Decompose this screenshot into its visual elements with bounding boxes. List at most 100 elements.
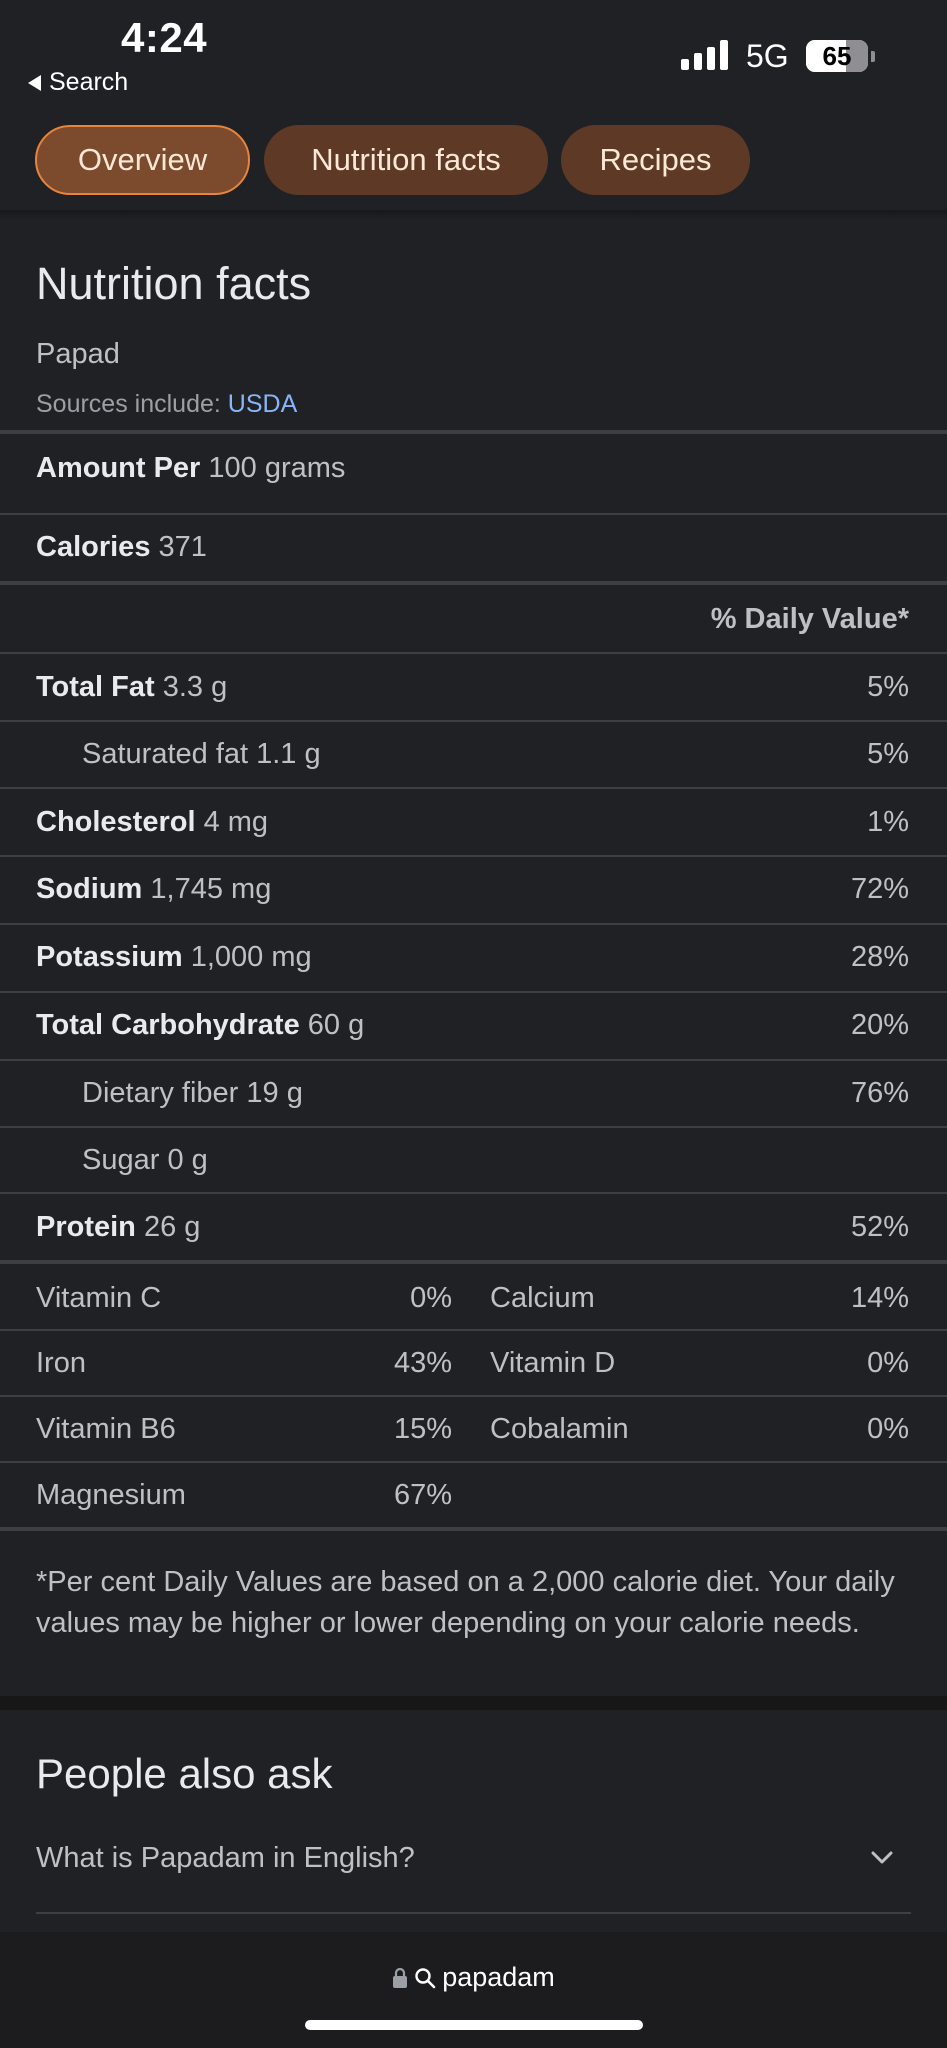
divider — [0, 581, 947, 585]
vitamin-value: 0% — [410, 1282, 452, 1314]
divider — [0, 1461, 947, 1463]
nutrient-label: Saturated fat — [82, 738, 249, 770]
divider — [0, 513, 947, 515]
nutrient-label: Potassium — [36, 941, 183, 973]
nutrient-amount: 1,745 mg — [150, 873, 272, 905]
nutrient-label: Total Fat — [36, 671, 155, 703]
signal-strength-icon — [681, 40, 728, 70]
nutrient-row-sugar: Sugar 0 g — [82, 1144, 208, 1177]
back-to-search-button[interactable]: Search — [28, 68, 128, 97]
nutrient-amount: 4 mg — [203, 806, 269, 838]
battery-level: 65 — [822, 41, 852, 71]
chevron-down-icon[interactable] — [870, 1846, 894, 1870]
vitamin-name: Vitamin D — [490, 1347, 616, 1379]
amount-label: Amount Per — [36, 452, 201, 484]
section-separator — [0, 1696, 947, 1710]
vitamin-value: 15% — [393, 1413, 452, 1445]
vitamin-value: 43% — [393, 1347, 452, 1379]
header-shadow — [0, 210, 947, 220]
nutrient-row-protein: Protein 26 g — [36, 1211, 200, 1244]
nutrition-title: Nutrition facts — [36, 258, 312, 309]
calories-value: 371 — [158, 531, 207, 563]
vitamin-value: 0% — [867, 1413, 909, 1445]
nutrient-row-saturated-fat: Saturated fat 1.1 g — [82, 738, 321, 771]
home-indicator[interactable] — [305, 2020, 643, 2030]
battery-nub — [871, 51, 875, 62]
nutrient-row-potassium: Potassium 1,000 mg — [36, 941, 312, 974]
sources-prefix: Sources include: — [36, 390, 221, 418]
daily-value: 28% — [850, 941, 909, 973]
filter-chips: Overview Nutrition facts Recipes — [0, 105, 947, 210]
divider — [0, 855, 947, 857]
back-arrow-icon — [28, 74, 41, 91]
daily-value: 76% — [850, 1077, 909, 1109]
browser-address-bar: papadam — [0, 1932, 947, 2048]
divider — [0, 1329, 947, 1331]
vitamin-name: Iron — [36, 1347, 86, 1379]
divider — [0, 720, 947, 722]
people-also-ask-title: People also ask — [36, 1750, 333, 1797]
divider — [0, 923, 947, 925]
lock-icon — [393, 1967, 408, 1988]
nutrient-amount: 3.3 g — [162, 671, 228, 703]
divider — [0, 1527, 947, 1531]
nutrient-amount: 1,000 mg — [190, 941, 312, 973]
status-bar: 4:24 Search 5G 65 — [0, 0, 947, 105]
vitamin-value: 67% — [393, 1479, 452, 1511]
vitamin-name: Calcium — [490, 1282, 595, 1314]
divider — [0, 1395, 947, 1397]
daily-value: 5% — [867, 738, 909, 770]
nutrient-label: Protein — [36, 1211, 136, 1243]
vitamin-name: Vitamin B6 — [36, 1413, 176, 1445]
calories-label: Calories — [36, 531, 151, 563]
vitamin-name: Cobalamin — [490, 1413, 629, 1445]
divider — [0, 1059, 947, 1061]
vitamin-value: 0% — [867, 1347, 909, 1379]
paa-question[interactable]: What is Papadam in English? — [36, 1842, 415, 1874]
nutrient-label: Total Carbohydrate — [36, 1009, 300, 1041]
daily-value: 52% — [850, 1211, 909, 1243]
divider — [0, 652, 947, 654]
divider — [0, 991, 947, 993]
calories-row: Calories 371 — [36, 531, 207, 564]
vitamin-value: 14% — [850, 1282, 909, 1314]
divider — [36, 1912, 911, 1914]
daily-value-header: % Daily Value* — [710, 603, 909, 635]
nutrient-label: Sodium — [36, 873, 143, 905]
back-label: Search — [49, 68, 129, 96]
address-field[interactable]: papadam — [0, 1962, 947, 1993]
divider — [0, 1192, 947, 1194]
divider — [0, 1260, 947, 1264]
daily-value: 5% — [867, 671, 909, 703]
search-icon — [415, 1967, 436, 1988]
amount-value: 100 grams — [208, 452, 346, 484]
nutrient-row-dietary-fiber: Dietary fiber 19 g — [82, 1077, 303, 1110]
network-type: 5G — [746, 38, 789, 74]
battery-icon: 65 — [806, 40, 868, 72]
vitamin-name: Magnesium — [36, 1479, 186, 1511]
chip-overview[interactable]: Overview — [35, 125, 250, 195]
food-name: Papad — [36, 338, 120, 370]
divider — [0, 430, 947, 434]
nutrient-label: Cholesterol — [36, 806, 196, 838]
amount-per-row: Amount Per 100 grams — [36, 452, 345, 485]
nutrient-amount: 1.1 g — [256, 738, 321, 770]
daily-value: 72% — [850, 873, 909, 905]
daily-value-footnote: *Per cent Daily Values are based on a 2,… — [36, 1566, 895, 1639]
nutrient-amount: 26 g — [143, 1211, 201, 1243]
address-text: papadam — [442, 1962, 555, 1992]
usda-link[interactable]: USDA — [227, 390, 298, 418]
nutrient-label: Dietary fiber — [82, 1077, 239, 1109]
daily-value: 1% — [867, 806, 909, 838]
nutrient-row-total-carbohydrate: Total Carbohydrate 60 g — [36, 1009, 364, 1042]
nutrient-label: Sugar — [82, 1144, 160, 1176]
sources-line: Sources include: USDA — [36, 390, 297, 419]
daily-value: 20% — [850, 1009, 909, 1041]
nutrient-amount: 60 g — [307, 1009, 365, 1041]
chip-recipes[interactable]: Recipes — [561, 125, 750, 195]
status-time: 4:24 — [121, 14, 208, 61]
nutrient-amount: 0 g — [167, 1144, 208, 1176]
vitamin-name: Vitamin C — [36, 1282, 162, 1314]
chip-nutrition-facts[interactable]: Nutrition facts — [264, 125, 548, 195]
